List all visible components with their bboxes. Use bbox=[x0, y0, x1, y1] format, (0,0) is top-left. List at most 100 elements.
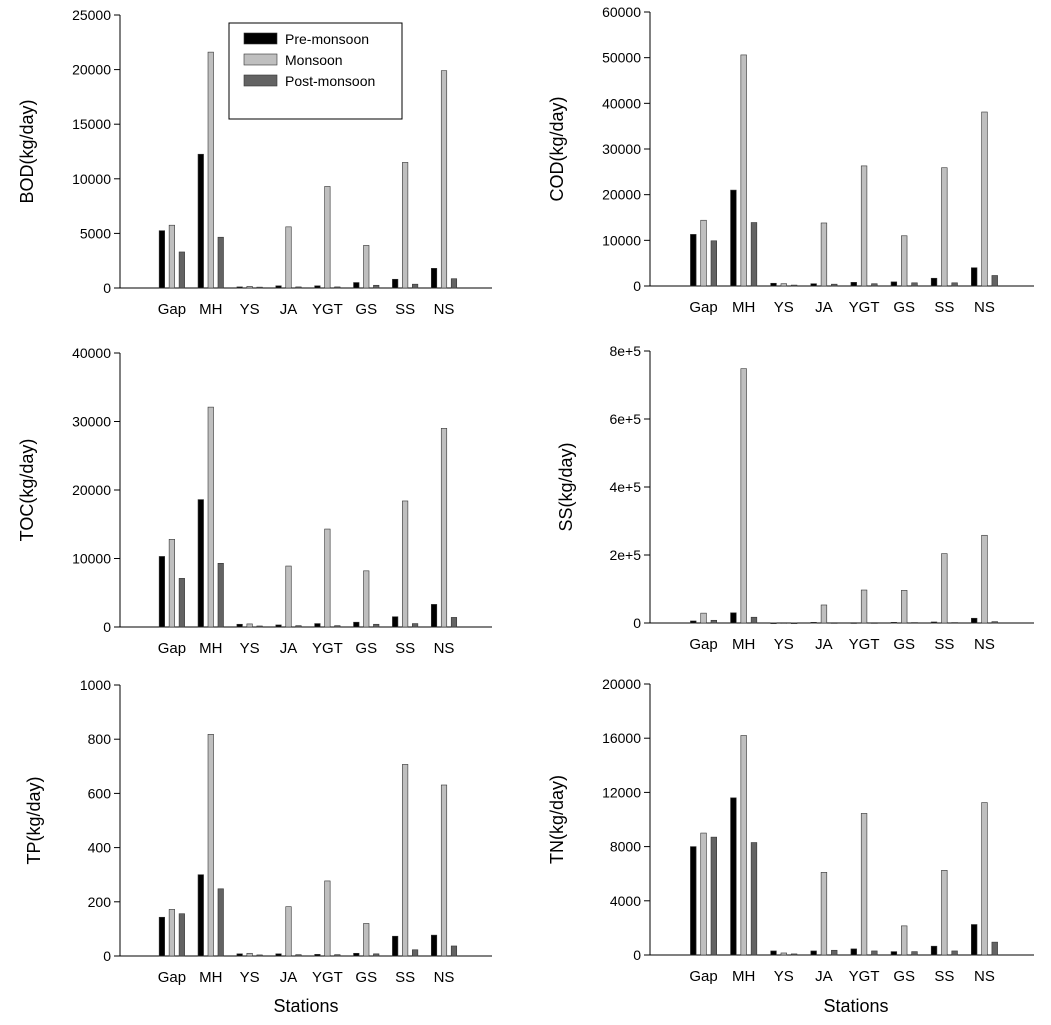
bar-pre-monsoon bbox=[197, 499, 204, 628]
bar-monsoon bbox=[440, 70, 448, 289]
panel-6: 0 4000 8000 12000 16000 20000 TN(kg/day) Gap MH Y… bbox=[547, 676, 1034, 985]
bar-monsoon bbox=[740, 54, 747, 287]
legend-label-pre-monsoon: Pre-monsoon bbox=[285, 31, 369, 47]
legend-label-monsoon: Monsoon bbox=[285, 52, 343, 68]
bar-monsoon bbox=[207, 406, 214, 628]
bar-pre-monsoon bbox=[353, 282, 360, 289]
bar-pre-monsoon bbox=[275, 953, 282, 957]
panel-1: 0 5000 10000 15000 20000 25000 BOD(kg/day) Gap M… bbox=[17, 7, 492, 318]
bar-pre-monsoon bbox=[730, 189, 737, 287]
x-tick-label: SS bbox=[395, 969, 415, 986]
bar-pre-monsoon bbox=[810, 950, 817, 956]
y-tick-label: 600 bbox=[88, 785, 112, 801]
y-tick-label: 30000 bbox=[602, 141, 641, 157]
y-tick-label: 40000 bbox=[72, 345, 111, 361]
bar-monsoon bbox=[402, 162, 409, 289]
x-tick-label: Gap bbox=[689, 968, 717, 985]
bar-monsoon bbox=[820, 872, 828, 956]
bar-pre-monsoon bbox=[971, 924, 978, 956]
x-tick-label: Gap bbox=[158, 640, 186, 657]
bar-post-monsoon bbox=[178, 913, 185, 957]
x-tick-label: YGT bbox=[849, 968, 880, 985]
bar-pre-monsoon bbox=[353, 621, 360, 628]
x-tick-label: JA bbox=[280, 969, 298, 986]
x-tick-label: YGT bbox=[312, 301, 343, 318]
bar-post-monsoon bbox=[871, 622, 878, 624]
y-tick-label: 0 bbox=[633, 278, 641, 294]
bar-post-monsoon bbox=[991, 941, 998, 956]
bar-pre-monsoon bbox=[430, 934, 438, 957]
bar-post-monsoon bbox=[217, 888, 224, 957]
bar-monsoon bbox=[324, 528, 331, 628]
y-tick-label: 16000 bbox=[602, 730, 641, 746]
x-tick-label: YGT bbox=[312, 969, 343, 986]
x-tick-label: MH bbox=[732, 299, 755, 316]
y-tick-label: 40000 bbox=[602, 95, 641, 111]
bar-pre-monsoon bbox=[197, 153, 204, 289]
bar-post-monsoon bbox=[334, 625, 341, 628]
y-tick-label: 8000 bbox=[610, 839, 641, 855]
bar-post-monsoon bbox=[951, 622, 958, 624]
bar-post-monsoon bbox=[991, 275, 998, 287]
bar-post-monsoon bbox=[951, 950, 958, 956]
bar-monsoon bbox=[941, 870, 948, 956]
y-tick-label: 25000 bbox=[72, 7, 111, 23]
y-tick-label: 6e+5 bbox=[609, 411, 641, 427]
bar-pre-monsoon bbox=[971, 617, 978, 624]
bar-monsoon bbox=[324, 186, 331, 289]
bar-monsoon bbox=[981, 111, 988, 287]
y-tick-label: 4e+5 bbox=[609, 479, 641, 495]
bar-monsoon bbox=[901, 925, 908, 956]
x-tick-label: JA bbox=[280, 640, 298, 657]
bar-monsoon bbox=[901, 590, 908, 624]
bar-post-monsoon bbox=[911, 622, 918, 624]
bar-post-monsoon bbox=[710, 240, 717, 287]
bar-pre-monsoon bbox=[810, 622, 817, 624]
bar-pre-monsoon bbox=[430, 604, 438, 628]
bar-monsoon bbox=[363, 923, 370, 957]
x-tick-label: GS bbox=[355, 969, 377, 986]
bar-pre-monsoon bbox=[770, 282, 777, 287]
bar-post-monsoon bbox=[871, 950, 878, 956]
bar-monsoon bbox=[207, 51, 214, 289]
x-tick-label: NS bbox=[434, 640, 455, 657]
bar-pre-monsoon bbox=[690, 846, 697, 956]
y-tick-label: 20000 bbox=[72, 62, 111, 78]
bar-post-monsoon bbox=[991, 621, 998, 624]
y-tick-label: 30000 bbox=[72, 414, 111, 430]
bar-pre-monsoon bbox=[730, 797, 737, 956]
bar-monsoon bbox=[901, 235, 908, 287]
x-tick-label: SS bbox=[395, 640, 415, 657]
x-tick-label: GS bbox=[893, 968, 915, 985]
bar-monsoon bbox=[285, 565, 292, 628]
bar-monsoon bbox=[780, 283, 787, 287]
y-tick-label: 200 bbox=[88, 894, 112, 910]
bar-post-monsoon bbox=[790, 953, 798, 956]
legend-label-post-monsoon: Post-monsoon bbox=[285, 73, 375, 89]
bar-pre-monsoon bbox=[930, 945, 938, 956]
y-tick-label: 60000 bbox=[602, 4, 641, 20]
x-tick-label: NS bbox=[434, 969, 455, 986]
x-tick-label: NS bbox=[974, 968, 995, 985]
bar-post-monsoon bbox=[710, 836, 717, 956]
y-axis-label: TN(kg/day) bbox=[547, 775, 567, 864]
y-tick-label: 20000 bbox=[602, 676, 641, 692]
bar-monsoon bbox=[207, 734, 214, 957]
bar-post-monsoon bbox=[831, 622, 838, 624]
x-tick-label: JA bbox=[280, 301, 298, 318]
bar-monsoon bbox=[860, 165, 868, 287]
bar-pre-monsoon bbox=[236, 953, 243, 957]
bar-post-monsoon bbox=[412, 623, 419, 628]
bar-pre-monsoon bbox=[392, 935, 399, 957]
bar-pre-monsoon bbox=[930, 277, 938, 287]
bar-monsoon bbox=[941, 167, 948, 287]
bar-post-monsoon bbox=[334, 954, 341, 957]
bar-pre-monsoon bbox=[275, 624, 282, 628]
bar-monsoon bbox=[981, 534, 988, 624]
bar-pre-monsoon bbox=[314, 285, 321, 289]
bar-pre-monsoon bbox=[236, 623, 243, 628]
y-tick-label: 400 bbox=[88, 840, 112, 856]
y-axis-label: BOD(kg/day) bbox=[17, 99, 37, 203]
bar-post-monsoon bbox=[373, 953, 380, 957]
